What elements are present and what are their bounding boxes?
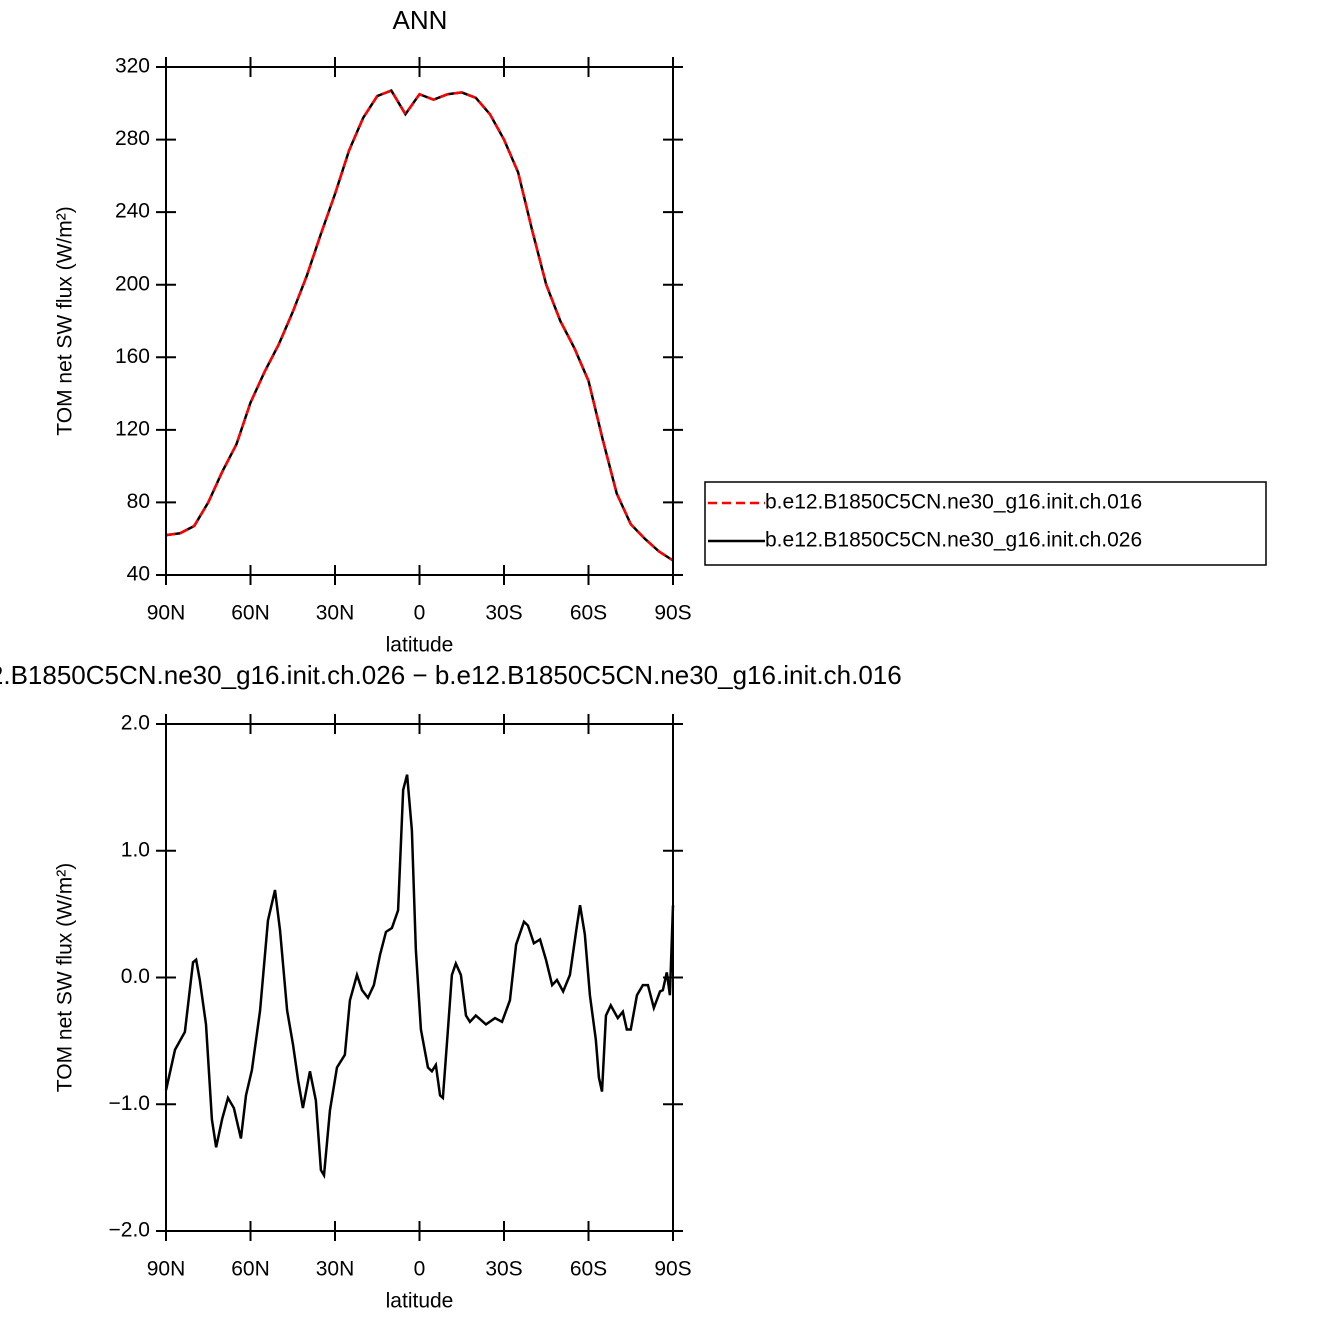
plot-frame bbox=[165, 723, 674, 1232]
x-tick-label: 90S bbox=[654, 602, 691, 625]
plot-frame bbox=[165, 66, 674, 576]
x-tick-label: 60S bbox=[570, 1258, 607, 1281]
y-tick-label: 0.0 bbox=[121, 965, 150, 988]
data-line bbox=[164, 774, 675, 1180]
chart-title: b.e12.B1850C5CN.ne30_g16.init.ch.026 − b… bbox=[0, 660, 902, 690]
x-tick-label: 90N bbox=[147, 602, 186, 625]
y-tick-label: 2.0 bbox=[121, 712, 150, 735]
y-tick-label: 240 bbox=[115, 200, 150, 223]
y-tick-label: 160 bbox=[115, 345, 150, 368]
legend-label: b.e12.B1850C5CN.ne30_g16.init.ch.026 bbox=[765, 529, 1142, 552]
x-tick-label: 0 bbox=[414, 602, 426, 625]
y-tick-label: 40 bbox=[127, 563, 150, 586]
x-tick-label: 90N bbox=[147, 1258, 186, 1281]
x-tick-label: 60S bbox=[570, 602, 607, 625]
x-tick-label: 30N bbox=[316, 1258, 355, 1281]
y-tick-label: 320 bbox=[115, 55, 150, 78]
y-tick-label: −2.0 bbox=[109, 1219, 150, 1242]
y-axis-label: TOM net SW flux (W/m²) bbox=[54, 206, 77, 435]
x-tick-label: 30N bbox=[316, 602, 355, 625]
chart-title: ANN bbox=[393, 5, 448, 35]
legend-box bbox=[704, 481, 1267, 566]
y-tick-label: 80 bbox=[127, 490, 150, 513]
x-axis-label: latitude bbox=[386, 634, 454, 657]
x-axis-label: latitude bbox=[386, 1290, 454, 1313]
data-line bbox=[165, 89, 674, 562]
y-axis-label: TOM net SW flux (W/m²) bbox=[54, 863, 77, 1092]
y-tick-label: 120 bbox=[115, 417, 150, 440]
y-tick-label: 200 bbox=[115, 272, 150, 295]
y-tick-label: 280 bbox=[115, 127, 150, 150]
x-tick-label: 60N bbox=[231, 1258, 270, 1281]
x-tick-label: 60N bbox=[231, 602, 270, 625]
x-tick-label: 90S bbox=[654, 1258, 691, 1281]
x-tick-label: 30S bbox=[485, 1258, 522, 1281]
x-tick-label: 0 bbox=[414, 1258, 426, 1281]
x-tick-label: 30S bbox=[485, 602, 522, 625]
legend-label: b.e12.B1850C5CN.ne30_g16.init.ch.016 bbox=[765, 491, 1142, 514]
y-tick-label: 1.0 bbox=[121, 838, 150, 861]
data-line bbox=[165, 89, 674, 562]
y-tick-label: −1.0 bbox=[109, 1092, 150, 1115]
